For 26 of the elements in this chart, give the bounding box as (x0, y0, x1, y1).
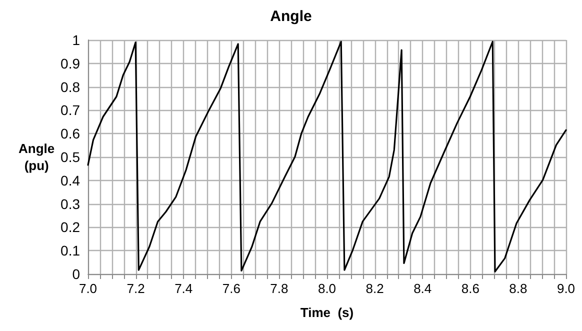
y-tick-label: 1 (72, 32, 80, 48)
y-tick-label: 0 (72, 266, 80, 282)
y-axis-title: Angle (pu) (18, 141, 55, 173)
y-tick-label: 0.7 (60, 102, 80, 118)
chart-title: Angle (270, 8, 312, 25)
y-tick-label: 0.4 (60, 172, 80, 188)
x-tick-label: 8.4 (414, 281, 432, 296)
y-tick-label: 0.1 (60, 242, 80, 259)
x-tick-label: 8.6 (461, 281, 480, 296)
y-tick-label: 0.3 (60, 196, 80, 212)
y-tick-label: 0.2 (60, 219, 80, 236)
x-tick-label: 7.4 (174, 281, 193, 296)
x-tick-label: 8.0 (318, 281, 336, 296)
x-tick-label: 7.8 (270, 281, 288, 296)
x-tick-label: 7.2 (126, 281, 145, 296)
x-tick-label: 7.6 (222, 281, 240, 296)
x-tick-label: 7.0 (78, 281, 98, 296)
x-tick-label: 8.2 (366, 281, 384, 296)
x-tick-label: 8.8 (509, 281, 528, 296)
y-tick-label: 0.9 (60, 55, 80, 72)
x-tick-label: 9.0 (556, 281, 576, 296)
line-series (87, 40, 567, 272)
x-axis-title: Time (s) (300, 305, 354, 320)
y-tick-label: 0.5 (60, 149, 80, 165)
y-tick-label: 0.8 (60, 78, 80, 95)
y-tick-label: 0.6 (60, 126, 80, 142)
